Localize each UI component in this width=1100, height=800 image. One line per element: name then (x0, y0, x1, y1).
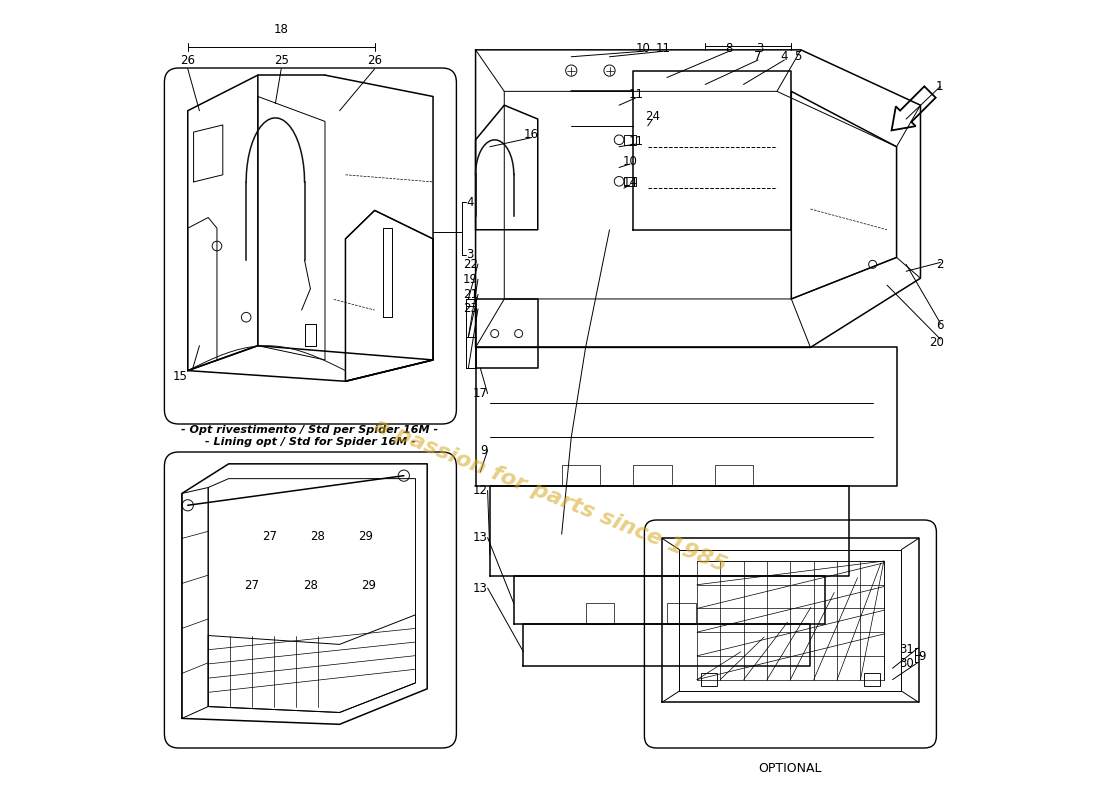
Text: 15: 15 (173, 370, 187, 382)
Text: 28: 28 (302, 578, 318, 592)
Text: 11: 11 (656, 42, 671, 54)
Text: 29: 29 (361, 578, 376, 592)
Text: 26: 26 (367, 54, 382, 67)
Text: a passion for parts since 1985: a passion for parts since 1985 (371, 416, 729, 576)
Text: 18: 18 (274, 23, 288, 36)
Bar (701, 674, 716, 686)
Text: 25: 25 (274, 54, 288, 67)
Text: 9: 9 (480, 444, 487, 457)
Text: 16: 16 (524, 128, 539, 141)
Text: OPTIONAL: OPTIONAL (759, 762, 822, 775)
Text: 10: 10 (636, 42, 651, 54)
Bar (624, 135, 636, 145)
Text: 14: 14 (623, 176, 638, 189)
Text: 27: 27 (244, 578, 260, 592)
Text: 31: 31 (899, 643, 914, 656)
Text: 22: 22 (463, 258, 478, 270)
Text: 11: 11 (629, 135, 644, 148)
Text: 30: 30 (900, 657, 914, 670)
Text: 20: 20 (928, 336, 944, 349)
Text: 6: 6 (936, 319, 944, 332)
Text: 8: 8 (726, 42, 733, 54)
Text: 28: 28 (310, 530, 326, 542)
Text: 13: 13 (473, 582, 487, 594)
Text: 21: 21 (463, 288, 478, 301)
Text: 1: 1 (936, 80, 944, 93)
Text: 9: 9 (918, 650, 925, 662)
Text: 3: 3 (756, 42, 763, 54)
Text: 27: 27 (263, 530, 277, 542)
Text: 5: 5 (794, 50, 802, 63)
Text: 4: 4 (781, 50, 788, 63)
Text: 23: 23 (463, 302, 478, 315)
Text: 11: 11 (629, 88, 644, 101)
Text: 2: 2 (936, 258, 944, 270)
Text: 24: 24 (645, 110, 660, 122)
Text: 7: 7 (755, 50, 761, 63)
Text: - Opt rivestimento / Std per Spider 16M -: - Opt rivestimento / Std per Spider 16M … (182, 425, 439, 434)
Text: 12: 12 (473, 484, 487, 497)
Text: 26: 26 (180, 54, 196, 67)
Bar (624, 177, 636, 186)
Bar (865, 674, 880, 686)
Text: 3: 3 (466, 248, 474, 262)
Text: - Lining opt / Std for Spider 16M -: - Lining opt / Std for Spider 16M - (205, 438, 416, 447)
Text: 10: 10 (623, 155, 637, 168)
Text: 17: 17 (473, 387, 487, 400)
Text: 29: 29 (359, 530, 374, 542)
Text: 19: 19 (463, 273, 478, 286)
Text: 4: 4 (466, 196, 474, 209)
Text: 13: 13 (473, 531, 487, 544)
FancyArrow shape (892, 86, 936, 130)
